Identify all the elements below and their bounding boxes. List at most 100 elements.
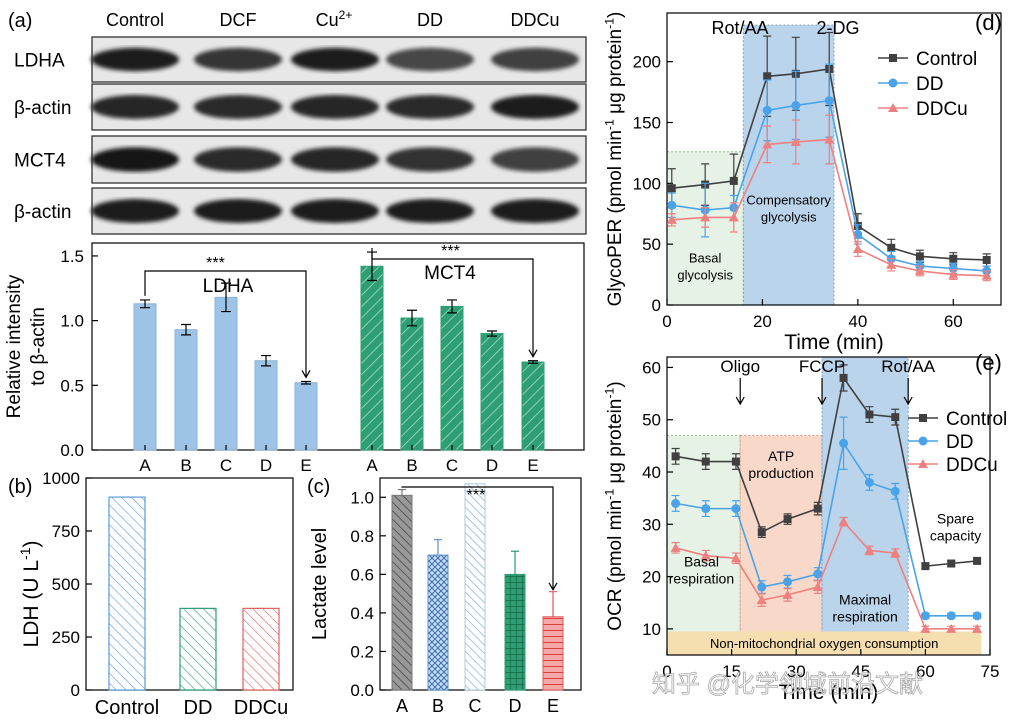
- bar-DD: [179, 607, 217, 691]
- y-tick-label: 20: [642, 568, 661, 587]
- blot-row: β-actin: [14, 187, 587, 235]
- blot-band: [194, 47, 282, 72]
- region-label: Spare: [937, 511, 975, 527]
- blot-row-label: LDHA: [14, 51, 65, 72]
- error-bar: [221, 282, 231, 313]
- bar-A: [391, 494, 413, 691]
- y-tick-label: 200: [633, 53, 661, 72]
- data-point-Control: [729, 176, 738, 185]
- x-tick-label: 20: [753, 312, 772, 331]
- blot-band: [91, 47, 179, 72]
- data-point-DDCu: [762, 139, 773, 149]
- x-tick-label: B: [432, 696, 444, 716]
- region-atp-production: [739, 434, 823, 656]
- y-tick-label: 150: [633, 114, 661, 133]
- bar-LDHA-E: [294, 382, 318, 451]
- injection-label: FCCP: [799, 357, 845, 376]
- data-point-DD: [813, 569, 823, 579]
- band-non-mitochondrial: [667, 631, 982, 655]
- legend-marker-Control: [889, 54, 897, 62]
- chart-e-ocr: 0 15 30 45 60 75 10 20 30 40 50 60 Oligo FCCP Rot/AA Co…: [602, 356, 1007, 704]
- error-bar: [398, 488, 406, 496]
- region-label: Compensatory: [746, 193, 831, 208]
- blot-band: [491, 47, 579, 72]
- error-bar: [511, 550, 519, 575]
- y-tick-label: 0: [652, 296, 661, 315]
- x-tick-label: DDCu: [234, 697, 288, 719]
- blot-band: [386, 47, 474, 72]
- data-point-Control: [947, 559, 956, 568]
- injection-arrow: [903, 378, 913, 406]
- region-label: respiration: [669, 571, 734, 587]
- data-point-DDCu: [920, 623, 931, 633]
- bar-LDHA-C: [214, 296, 238, 451]
- western-blot: LDHA β-actin MCT4 β-actin: [14, 36, 587, 235]
- y-tick-label: 0: [71, 681, 80, 700]
- blot-band: [291, 95, 379, 119]
- data-point-DDCu: [700, 212, 711, 222]
- error-bar: [140, 299, 150, 309]
- y-tick-label: 10: [642, 620, 661, 639]
- y-tick-label: 1.0: [350, 488, 374, 507]
- data-point-DD: [667, 200, 677, 210]
- blot-row-label: β-actin: [14, 202, 71, 223]
- blot-band: [291, 147, 379, 172]
- data-point-Control: [731, 457, 740, 466]
- legend-marker-DD: [888, 78, 898, 88]
- blot-band: [491, 199, 579, 223]
- band-label: Non-mitochondrial oxygen consumption: [710, 636, 938, 651]
- group-label-LDHA: LDHA: [203, 276, 254, 297]
- y-axis-label: Lactate level: [309, 528, 331, 640]
- region-label: ATP: [768, 448, 794, 464]
- series-DDCu: [666, 114, 992, 282]
- blot-row: MCT4: [14, 135, 587, 184]
- legend-label-Control: Control: [916, 49, 977, 70]
- x-tick-label: 75: [981, 662, 1000, 681]
- panel-label-e: (e): [975, 350, 1002, 375]
- blot-row-label: MCT4: [14, 151, 66, 172]
- x-tick-label: C: [469, 696, 482, 716]
- chart-d-glycoper: 0 20 40 60 0 50 100 150 200 Control DD DDCu Time (mi…: [602, 12, 1002, 354]
- y-tick-label: 30: [642, 515, 661, 534]
- lane-label-dcf: DCF: [220, 10, 257, 30]
- region-label: production: [748, 465, 813, 481]
- data-point-Control: [763, 72, 772, 81]
- lane-label-dd: DD: [417, 10, 443, 30]
- injection-label: Oligo: [720, 357, 760, 376]
- y-tick-label: 50: [642, 235, 661, 254]
- y-tick-label: 40: [642, 463, 661, 482]
- bracket-arrow: [301, 370, 311, 379]
- data-point-DD: [972, 611, 982, 621]
- x-tick-label: D: [509, 696, 522, 716]
- data-point-DDCu: [670, 542, 681, 552]
- data-point-DDCu: [864, 545, 875, 555]
- error-bar: [261, 354, 271, 367]
- y-axis-label: OCR (pmol min-1 μg protein-1): [602, 381, 626, 630]
- y-tick-label: 100: [633, 174, 661, 193]
- data-point-DDCu: [790, 136, 801, 146]
- blot-band: [91, 147, 179, 172]
- data-point-DD: [853, 229, 863, 239]
- blot-band: [91, 95, 179, 119]
- bar-MCT4-B: [400, 317, 424, 451]
- data-point-DD: [671, 498, 681, 508]
- legend-label-DD: DD: [946, 432, 973, 453]
- chartE-frame: [666, 356, 991, 656]
- error-bar: [434, 539, 442, 556]
- significance-label: ***: [441, 243, 460, 260]
- watermark: 知乎 @化学领域前沿文献: [652, 671, 923, 698]
- x-tick-label: Control: [95, 697, 159, 719]
- y-tick-label: 0.5: [60, 376, 84, 395]
- region-label: glycolysis: [761, 210, 817, 225]
- panel-label-a: (a): [8, 10, 32, 32]
- y-tick-label: 0.2: [350, 642, 374, 661]
- y-tick-label: 60: [642, 358, 661, 377]
- chart-a-relative-intensity: 0.0 0.5 1.0 1.5 A B C D E *** LDHA A B C D E *** MCT4 Rela…: [4, 242, 585, 475]
- y-tick-label: 750: [52, 522, 80, 541]
- legend-marker-DDCu: [918, 459, 928, 468]
- blot-band: [386, 147, 474, 172]
- x-tick-label: E: [300, 456, 311, 475]
- data-point-Control: [949, 254, 958, 263]
- significance-bracket: [144, 270, 307, 378]
